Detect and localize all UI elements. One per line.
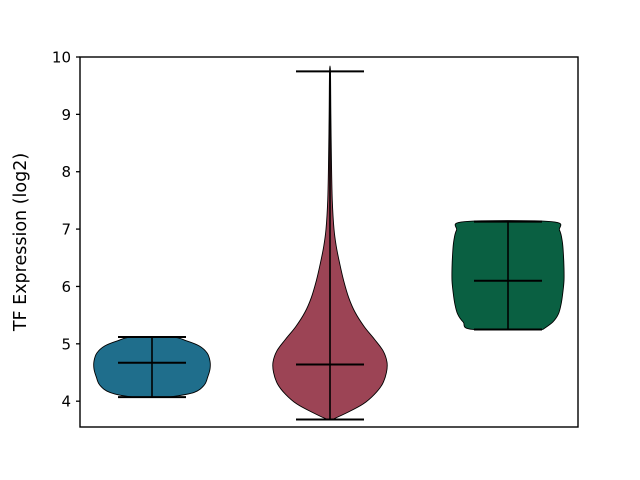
violin-2 xyxy=(272,65,388,421)
y-tick-label: 5 xyxy=(61,335,71,353)
y-tick-label: 4 xyxy=(61,393,71,411)
violin-1 xyxy=(93,335,211,399)
y-axis-label: TF Expression (log2) xyxy=(11,153,31,332)
violin-3 xyxy=(451,220,565,331)
y-tick-label: 7 xyxy=(61,221,71,239)
y-tick-label: 9 xyxy=(61,106,71,124)
y-tick-label: 10 xyxy=(52,49,71,67)
y-axis-ticks: 4 5 6 7 8 9 10 xyxy=(52,49,80,411)
y-tick-label: 6 xyxy=(61,278,71,296)
violins-layer xyxy=(93,65,565,421)
y-tick-label: 8 xyxy=(61,163,71,181)
axes-frame xyxy=(79,56,579,428)
